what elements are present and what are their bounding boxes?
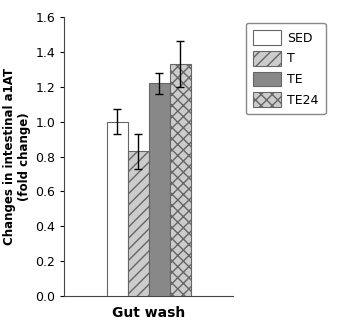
Bar — [106, 122, 127, 296]
Bar — [170, 64, 190, 296]
Bar — [127, 151, 149, 296]
Legend: SED, T, TE, TE24: SED, T, TE, TE24 — [246, 23, 326, 115]
Y-axis label: Changes in intestinal a1AT
(fold change): Changes in intestinal a1AT (fold change) — [3, 68, 31, 245]
Bar — [149, 83, 170, 296]
